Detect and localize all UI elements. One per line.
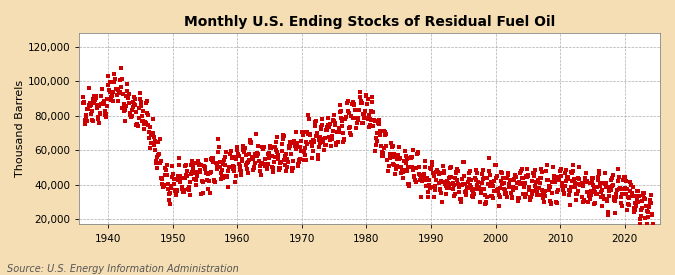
Y-axis label: Thousand Barrels: Thousand Barrels — [15, 80, 25, 177]
Text: Source: U.S. Energy Information Administration: Source: U.S. Energy Information Administ… — [7, 264, 238, 274]
Title: Monthly U.S. Ending Stocks of Residual Fuel Oil: Monthly U.S. Ending Stocks of Residual F… — [184, 15, 556, 29]
